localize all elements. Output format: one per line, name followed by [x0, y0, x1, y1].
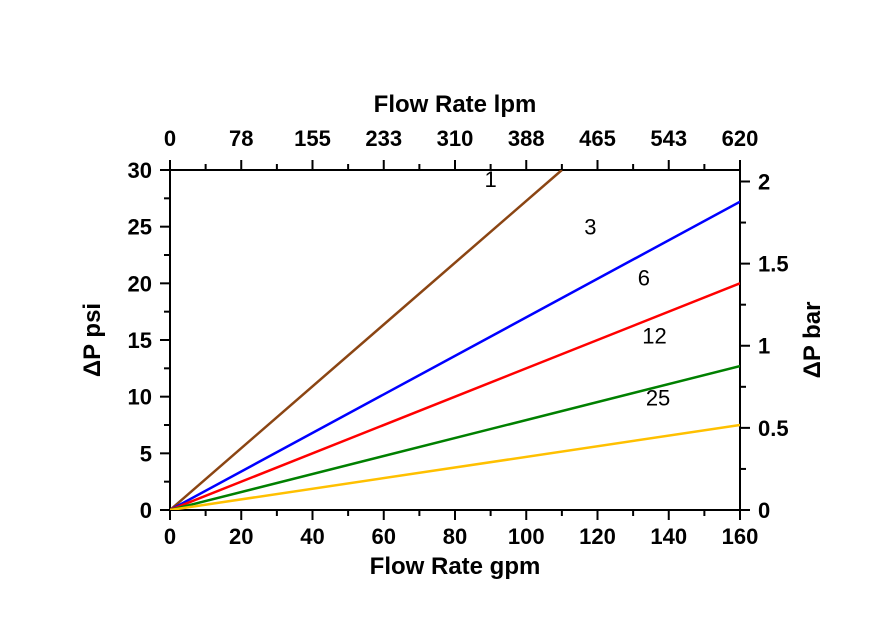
series-label-12: 12 — [642, 323, 666, 348]
x-bottom-tick-label: 140 — [650, 524, 687, 549]
x-bottom-tick-label: 20 — [229, 524, 253, 549]
x-top-title: Flow Rate lpm — [374, 91, 537, 118]
x-bottom-tick-label: 160 — [722, 524, 759, 549]
y-right-tick-label: 0 — [758, 498, 770, 523]
y-left-tick-label: 10 — [128, 385, 152, 410]
x-bottom-tick-label: 60 — [372, 524, 396, 549]
x-bottom-tick-label: 40 — [300, 524, 324, 549]
x-top-tick-label: 310 — [437, 126, 474, 151]
y-left-tick-label: 0 — [140, 498, 152, 523]
y-left-tick-label: 15 — [128, 328, 152, 353]
x-bottom-tick-label: 100 — [508, 524, 545, 549]
y-left-title: ΔP psi — [79, 303, 106, 377]
series-label-1: 1 — [485, 167, 497, 192]
x-top-tick-label: 465 — [579, 126, 616, 151]
x-top-tick-label: 233 — [365, 126, 402, 151]
series-label-3: 3 — [584, 215, 596, 240]
y-right-title: ΔP bar — [799, 302, 826, 379]
y-right-tick-label: 1.5 — [758, 252, 789, 277]
x-bottom-tick-label: 0 — [164, 524, 176, 549]
x-top-tick-label: 0 — [164, 126, 176, 151]
x-top-tick-label: 388 — [508, 126, 545, 151]
series-label-25: 25 — [646, 386, 670, 411]
y-left-tick-label: 5 — [140, 441, 152, 466]
chart-container: 020406080100120140160Flow Rate gpm078155… — [0, 0, 882, 626]
x-top-tick-label: 620 — [722, 126, 759, 151]
y-left-tick-label: 20 — [128, 271, 152, 296]
y-left-tick-label: 30 — [128, 158, 152, 183]
x-bottom-tick-label: 80 — [443, 524, 467, 549]
y-right-tick-label: 0.5 — [758, 416, 789, 441]
flow-rate-chart: 020406080100120140160Flow Rate gpm078155… — [0, 0, 882, 626]
y-right-tick-label: 2 — [758, 169, 770, 194]
x-bottom-tick-label: 120 — [579, 524, 616, 549]
y-left-tick-label: 25 — [128, 215, 152, 240]
y-right-tick-label: 1 — [758, 334, 770, 359]
x-bottom-title: Flow Rate gpm — [370, 553, 541, 580]
x-top-tick-label: 155 — [294, 126, 331, 151]
x-top-tick-label: 543 — [650, 126, 687, 151]
series-label-6: 6 — [638, 266, 650, 291]
x-top-tick-label: 78 — [229, 126, 253, 151]
